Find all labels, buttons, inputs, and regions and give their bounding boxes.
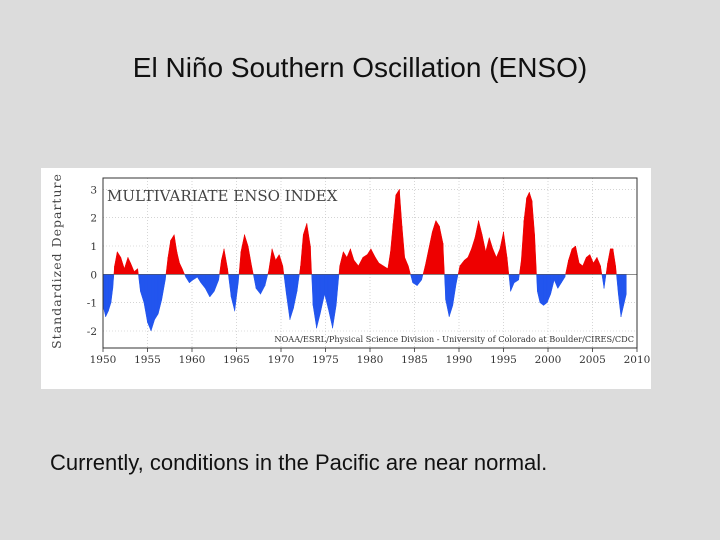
area-layer — [102, 188, 637, 332]
x-tick-label-2010: 2010 — [624, 354, 651, 366]
negative-area-series — [102, 274, 627, 332]
y-tick-label--2: -2 — [87, 326, 97, 338]
y-axis-label: Standardized Departure — [49, 173, 64, 349]
chart-title: MULTIVARIATE ENSO INDEX — [107, 187, 338, 205]
positive-area-series — [113, 188, 617, 275]
x-tick-label-1970: 1970 — [268, 354, 295, 366]
x-tick-label-1990: 1990 — [446, 354, 473, 366]
slide-caption: Currently, conditions in the Pacific are… — [50, 450, 548, 475]
x-tick-label-1985: 1985 — [401, 354, 428, 366]
y-tick-label-1: 1 — [90, 241, 97, 253]
chart-panel: -2 -1 0 1 2 3 1950 1955 1960 1965 1970 1975 1980 1985… — [41, 168, 651, 389]
plot-frame — [102, 177, 638, 349]
x-tick-label-1960: 1960 — [179, 354, 206, 366]
mei-chart: -2 -1 0 1 2 3 1950 1955 1960 1965 1970 1975 1980 1985… — [49, 173, 651, 366]
y-tick-label-2: 2 — [90, 213, 97, 225]
x-tick-label-1975: 1975 — [312, 354, 339, 366]
x-tick-label-1955: 1955 — [134, 354, 161, 366]
x-tick-label-1995: 1995 — [490, 354, 517, 366]
chart-credit: NOAA/ESRL/Physical Science Division - Un… — [274, 334, 634, 344]
x-tick-label-1965: 1965 — [223, 354, 250, 366]
x-tick-label-2000: 2000 — [535, 354, 562, 366]
x-tick-label-1950: 1950 — [90, 354, 117, 366]
y-tick-label-0: 0 — [90, 269, 97, 281]
x-tick-label-2005: 2005 — [579, 354, 606, 366]
y-tick-label--1: -1 — [87, 298, 97, 310]
y-tick-label-3: 3 — [90, 184, 97, 196]
slide-title: El Niño Southern Oscillation (ENSO) — [132, 52, 588, 83]
axis-layer: -2 -1 0 1 2 3 1950 1955 1960 1965 1970 1975 1980 1985… — [87, 184, 651, 366]
x-tick-label-1980: 1980 — [357, 354, 384, 366]
